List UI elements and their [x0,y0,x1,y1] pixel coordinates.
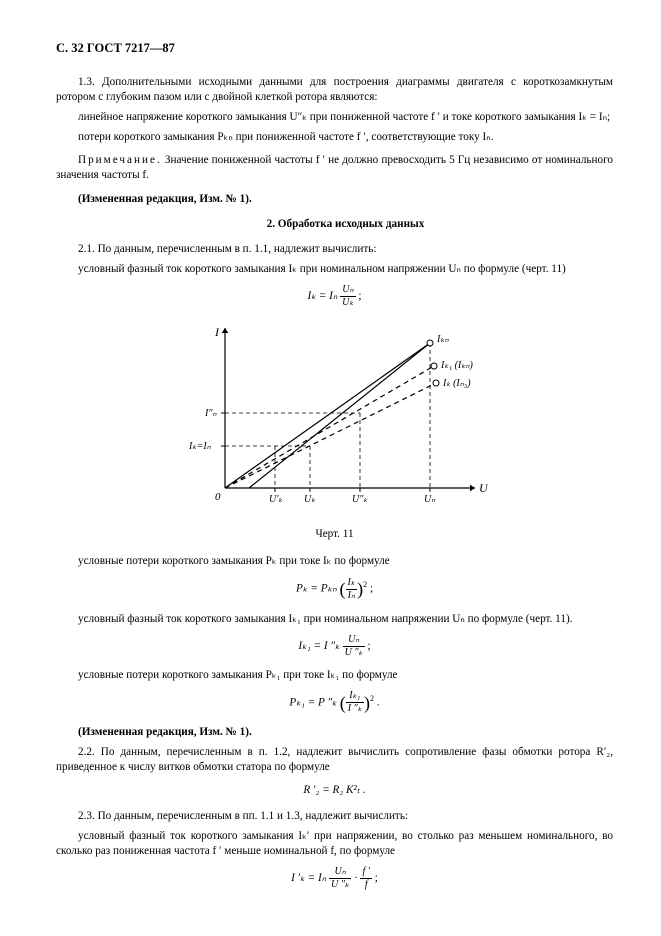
equation-2: Pₖ = Pₖₙ ( Iₖ Iₙ )2 ; [56,577,613,601]
para-ik1: условный фазный ток короткого замыкания … [56,612,613,627]
eq3-den: U ″ₖ [343,647,365,658]
chart-svg: I U 0 U′ₖ Uₖ U″ₖ Uₙ Iₖ=Iₙ I″ₙ Iₖₙ Iₖ₁ (Iₖₙ) Iₖ (Iₙ₃… [175,318,495,518]
eq4-num: Iₖ₁ [346,691,364,703]
svg-text:Uₖ: Uₖ [304,494,316,505]
equation-5: R ′₂ = R₂ K²ₜ . [56,783,613,798]
changed-2: (Измененная редакция, Изм. № 1). [56,725,613,740]
para-2-2: 2.2. По данным, перечисленным в п. 1.2, … [56,745,613,775]
figure-11-caption: Черт. 11 [56,527,613,542]
svg-text:I″ₙ: I″ₙ [204,408,217,419]
eq4-frac: Iₖ₁ I ″ₖ [346,691,364,714]
eq1-lhs: Iₖ = Iₙ [307,290,340,302]
eq2-lhs: Pₖ = Pₖₙ [296,583,340,595]
svg-text:I: I [214,325,220,339]
page-header: С. 32 ГОСТ 7217—87 [56,40,613,57]
note: Примечание. Значение пониженной частоты … [56,153,613,183]
eq6-num2: f ′ [360,867,371,879]
eq6-frac2: f ′ f [360,867,371,890]
svg-text:Iₖ₁ (Iₖₙ): Iₖ₁ (Iₖₙ) [440,360,473,371]
eq6-num1: Uₙ [329,867,351,879]
eq3-frac: Uₙ U ″ₖ [343,635,365,658]
eq1-frac: Uₙ Uₖ [340,285,355,308]
eq4-lhs: Pₖ₁ = P ″ₖ [289,697,339,709]
svg-text:U: U [479,481,489,495]
page: С. 32 ГОСТ 7217—87 1.3. Дополнительными … [0,0,661,936]
svg-text:U″ₖ: U″ₖ [352,494,368,505]
para-2-1a: условный фазный ток короткого замыкания … [56,262,613,277]
note-label: Примечание. [78,154,162,166]
eq6-lhs: I ′ₖ = Iₙ [291,872,329,884]
equation-6: I ′ₖ = Iₙ Uₙ U ″ₖ · f ′ f ; [56,867,613,890]
eq6-den2: f [360,879,371,890]
para-1-3b: потери короткого замыкания Pₖₙ при пониж… [56,130,613,145]
para-2-3a: условный фазный ток короткого замыкания … [56,829,613,859]
changed-1: (Измененная редакция, Изм. № 1). [56,192,613,207]
section-2-title: 2. Обработка исходных данных [56,217,613,232]
para-pk1: условные потери короткого замыкания Pₖ₁ … [56,668,613,683]
eq2-num: Iₖ [346,578,358,590]
para-1-3: 1.3. Дополнительными исходными данными д… [56,75,613,105]
svg-text:0: 0 [215,491,221,503]
para-1-3a: линейное напряжение короткого замыкания … [56,110,613,125]
svg-text:Iₖ=Iₙ: Iₖ=Iₙ [188,441,212,452]
svg-text:Iₖ (Iₙ₃): Iₖ (Iₙ₃) [442,378,471,389]
svg-text:U′ₖ: U′ₖ [269,494,283,505]
para-losses: условные потери короткого замыкания Pₖ п… [56,554,613,569]
eq6-frac1: Uₙ U ″ₖ [329,867,351,890]
eq1-den: Uₖ [340,297,355,308]
para-2-3: 2.3. По данным, перечисленным в пп. 1.1 … [56,809,613,824]
equation-4: Pₖ₁ = P ″ₖ ( Iₖ₁ I ″ₖ )2 . [56,691,613,715]
para-2-1: 2.1. По данным, перечисленным в п. 1.1, … [56,242,613,257]
equation-1: Iₖ = Iₙ Uₙ Uₖ ; [56,285,613,308]
figure-11: I U 0 U′ₖ Uₖ U″ₖ Uₙ Iₖ=Iₙ I″ₙ Iₖₙ Iₖ₁ (Iₖₙ) Iₖ (Iₙ₃… [56,318,613,523]
eq2-frac: Iₖ Iₙ [346,578,358,601]
eq3-num: Uₙ [343,635,365,647]
eq2-den: Iₙ [346,590,358,601]
eq4-den: I ″ₖ [346,703,364,714]
eq1-num: Uₙ [340,285,355,297]
eq6-den1: U ″ₖ [329,879,351,890]
equation-3: Iₖ₁ = I ″ₖ Uₙ U ″ₖ ; [56,635,613,658]
eq3-lhs: Iₖ₁ = I ″ₖ [298,640,342,652]
svg-text:Iₖₙ: Iₖₙ [436,334,450,345]
svg-text:Uₙ: Uₙ [424,494,436,505]
